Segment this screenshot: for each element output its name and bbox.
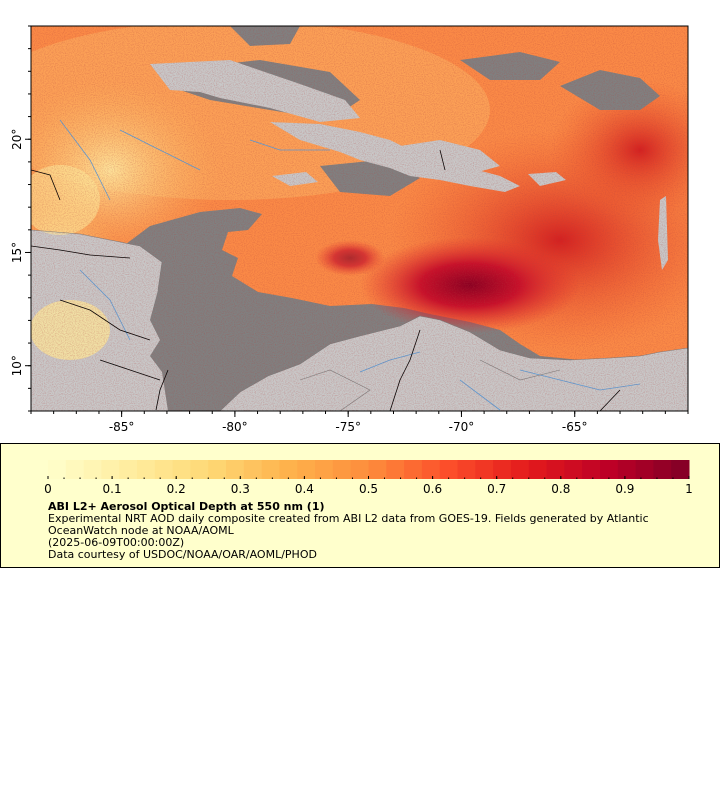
colorbar-segment [83,460,102,479]
colorbar: 0 0.1 0.2 0.3 0.4 0.5 0.6 0.7 0.8 0.9 1 [44,460,693,496]
colorbar-segment [332,460,352,479]
colorbar-tick-label: 0.7 [487,482,506,496]
colorbar-segment [279,460,298,479]
colorbar-tick-label: 0.8 [551,482,570,496]
colorbar-segment [297,460,316,479]
legend-date: (2025-06-09T00:00:00Z) [48,536,185,549]
colorbar-segment [528,460,548,479]
colorbar-segment [582,460,601,479]
y-tick-label: 15° [10,242,24,263]
map-figure: -85° -80° -75° -70° -65° 10° 15° 20° [0,20,720,434]
y-tick-label: 10° [10,355,24,376]
colorbar-tick-label: 0.9 [615,482,634,496]
x-tick-label: -75° [335,420,361,434]
aod-grain-texture [31,26,688,411]
colorbar-segment [386,460,405,479]
colorbar-segments [48,460,690,479]
legend-panel: 0 0.1 0.2 0.3 0.4 0.5 0.6 0.7 0.8 0.9 1 ABI L2+ Ae… [0,443,720,568]
y-tick-label: 20° [10,129,24,150]
colorbar-tick-label: 0.5 [359,482,378,496]
x-tick-label: -65° [562,420,588,434]
colorbar-segment [101,460,120,479]
colorbar-segment [190,460,209,479]
colorbar-tick-label: 0.2 [167,482,186,496]
x-tick-label: -80° [222,420,248,434]
colorbar-segment [404,460,423,479]
colorbar-tick-label: 0.4 [295,482,314,496]
colorbar-segment [154,460,174,479]
colorbar-segment [208,460,227,479]
colorbar-segment [350,460,369,479]
colorbar-segment [119,460,138,479]
colorbar-segment [172,460,191,479]
colorbar-segment [261,460,280,479]
colorbar-segment [653,460,672,479]
legend-credit: Data courtesy of USDOC/NOAA/OAR/AOML/PHO… [48,548,317,561]
colorbar-tick-label: 1 [685,482,693,496]
colorbar-segment [421,460,441,479]
legend-title: ABI L2+ Aerosol Optical Depth at 550 nm … [48,500,325,513]
colorbar-segment [226,460,245,479]
colorbar-segment [315,460,334,479]
colorbar-segment [493,460,512,479]
colorbar-segment [48,460,67,479]
colorbar-tick-label: 0.3 [231,482,250,496]
map-ticks: -85° -80° -75° -70° -65° 10° 15° 20° [10,25,689,434]
colorbar-segment [546,460,565,479]
colorbar-segment [617,460,637,479]
colorbar-segment [475,460,494,479]
colorbar-ticks: 0 0.1 0.2 0.3 0.4 0.5 0.6 0.7 0.8 0.9 1 [44,476,693,496]
x-tick-label: -70° [449,420,475,434]
colorbar-tick-label: 0.1 [103,482,122,496]
map-plot-area[interactable] [0,20,720,411]
colorbar-tick-label: 0.6 [423,482,442,496]
legend-description-line1: Experimental NRT AOD daily composite cre… [48,512,649,525]
colorbar-segment [457,460,476,479]
x-tick-label: -85° [109,420,135,434]
colorbar-segment [599,460,619,479]
colorbar-segment [564,460,583,479]
colorbar-segment [368,460,387,479]
map-frame [30,25,689,412]
colorbar-segment [635,460,654,479]
legend-description-line2: OceanWatch node at NOAA/AOML [48,524,234,537]
colorbar-segment [65,460,85,479]
colorbar-segment [671,460,690,479]
colorbar-segment [510,460,530,479]
colorbar-segment [243,460,263,479]
colorbar-segment [137,460,156,479]
colorbar-segment [439,460,459,479]
colorbar-tick-label: 0 [44,482,52,496]
